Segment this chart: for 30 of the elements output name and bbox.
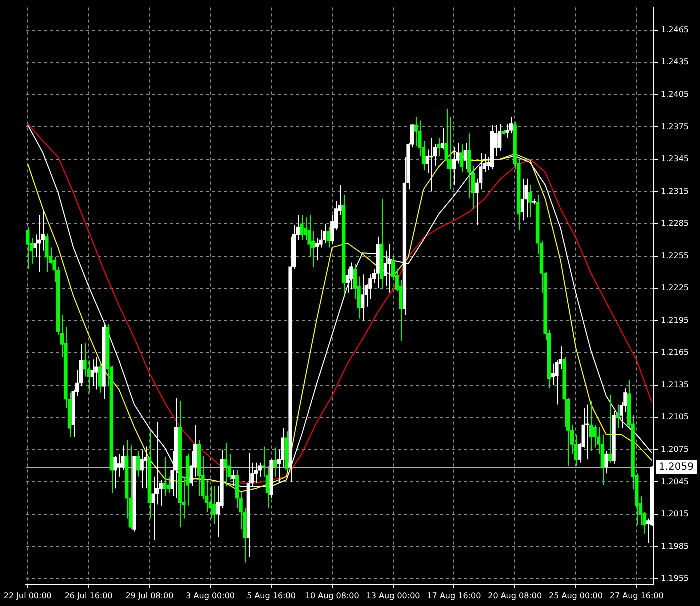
x-tick-label: 22 Jul 00:00 xyxy=(4,591,52,600)
ref-line-label: 1.2059 xyxy=(659,462,694,474)
y-tick-label: 1.2135 xyxy=(661,380,690,390)
x-tick-label: 20 Aug 08:00 xyxy=(488,591,542,600)
y-tick-label: 1.2225 xyxy=(661,284,690,293)
x-tick-label: 29 Jul 08:00 xyxy=(126,591,174,600)
y-tick-label: 1.2165 xyxy=(661,348,690,358)
y-tick-label: 1.2405 xyxy=(661,90,690,100)
x-tick-label: 25 Aug 00:00 xyxy=(549,591,603,600)
y-tick-label: 1.1955 xyxy=(661,574,690,584)
y-tick-label: 1.2075 xyxy=(661,445,690,454)
y-tick-label: 1.2315 xyxy=(661,186,690,196)
x-tick-label: 10 Aug 08:00 xyxy=(305,591,360,600)
y-tick-label: 1.2045 xyxy=(661,477,690,486)
y-tick-label: 1.2285 xyxy=(661,219,690,228)
x-tick-label: 13 Aug 00:00 xyxy=(366,591,420,600)
x-tick-label: 27 Aug 16:00 xyxy=(610,591,664,600)
x-tick-label: 26 Jul 16:00 xyxy=(64,591,113,600)
y-tick-label: 1.2375 xyxy=(661,122,690,132)
y-tick-label: 1.2465 xyxy=(661,25,690,34)
y-tick-label: 1.2255 xyxy=(661,251,690,260)
x-tick-label: 17 Aug 16:00 xyxy=(427,591,482,600)
y-tick-label: 1.2345 xyxy=(661,154,690,164)
x-tick-label: 5 Aug 16:00 xyxy=(247,591,296,600)
y-tick-label: 1.2195 xyxy=(661,316,690,325)
y-tick-label: 1.2105 xyxy=(661,412,690,422)
x-tick-label: 3 Aug 00:00 xyxy=(186,591,236,600)
y-tick-label: 1.1985 xyxy=(661,542,690,551)
y-tick-label: 1.2015 xyxy=(661,510,690,519)
y-tick-label: 1.2435 xyxy=(661,58,690,67)
